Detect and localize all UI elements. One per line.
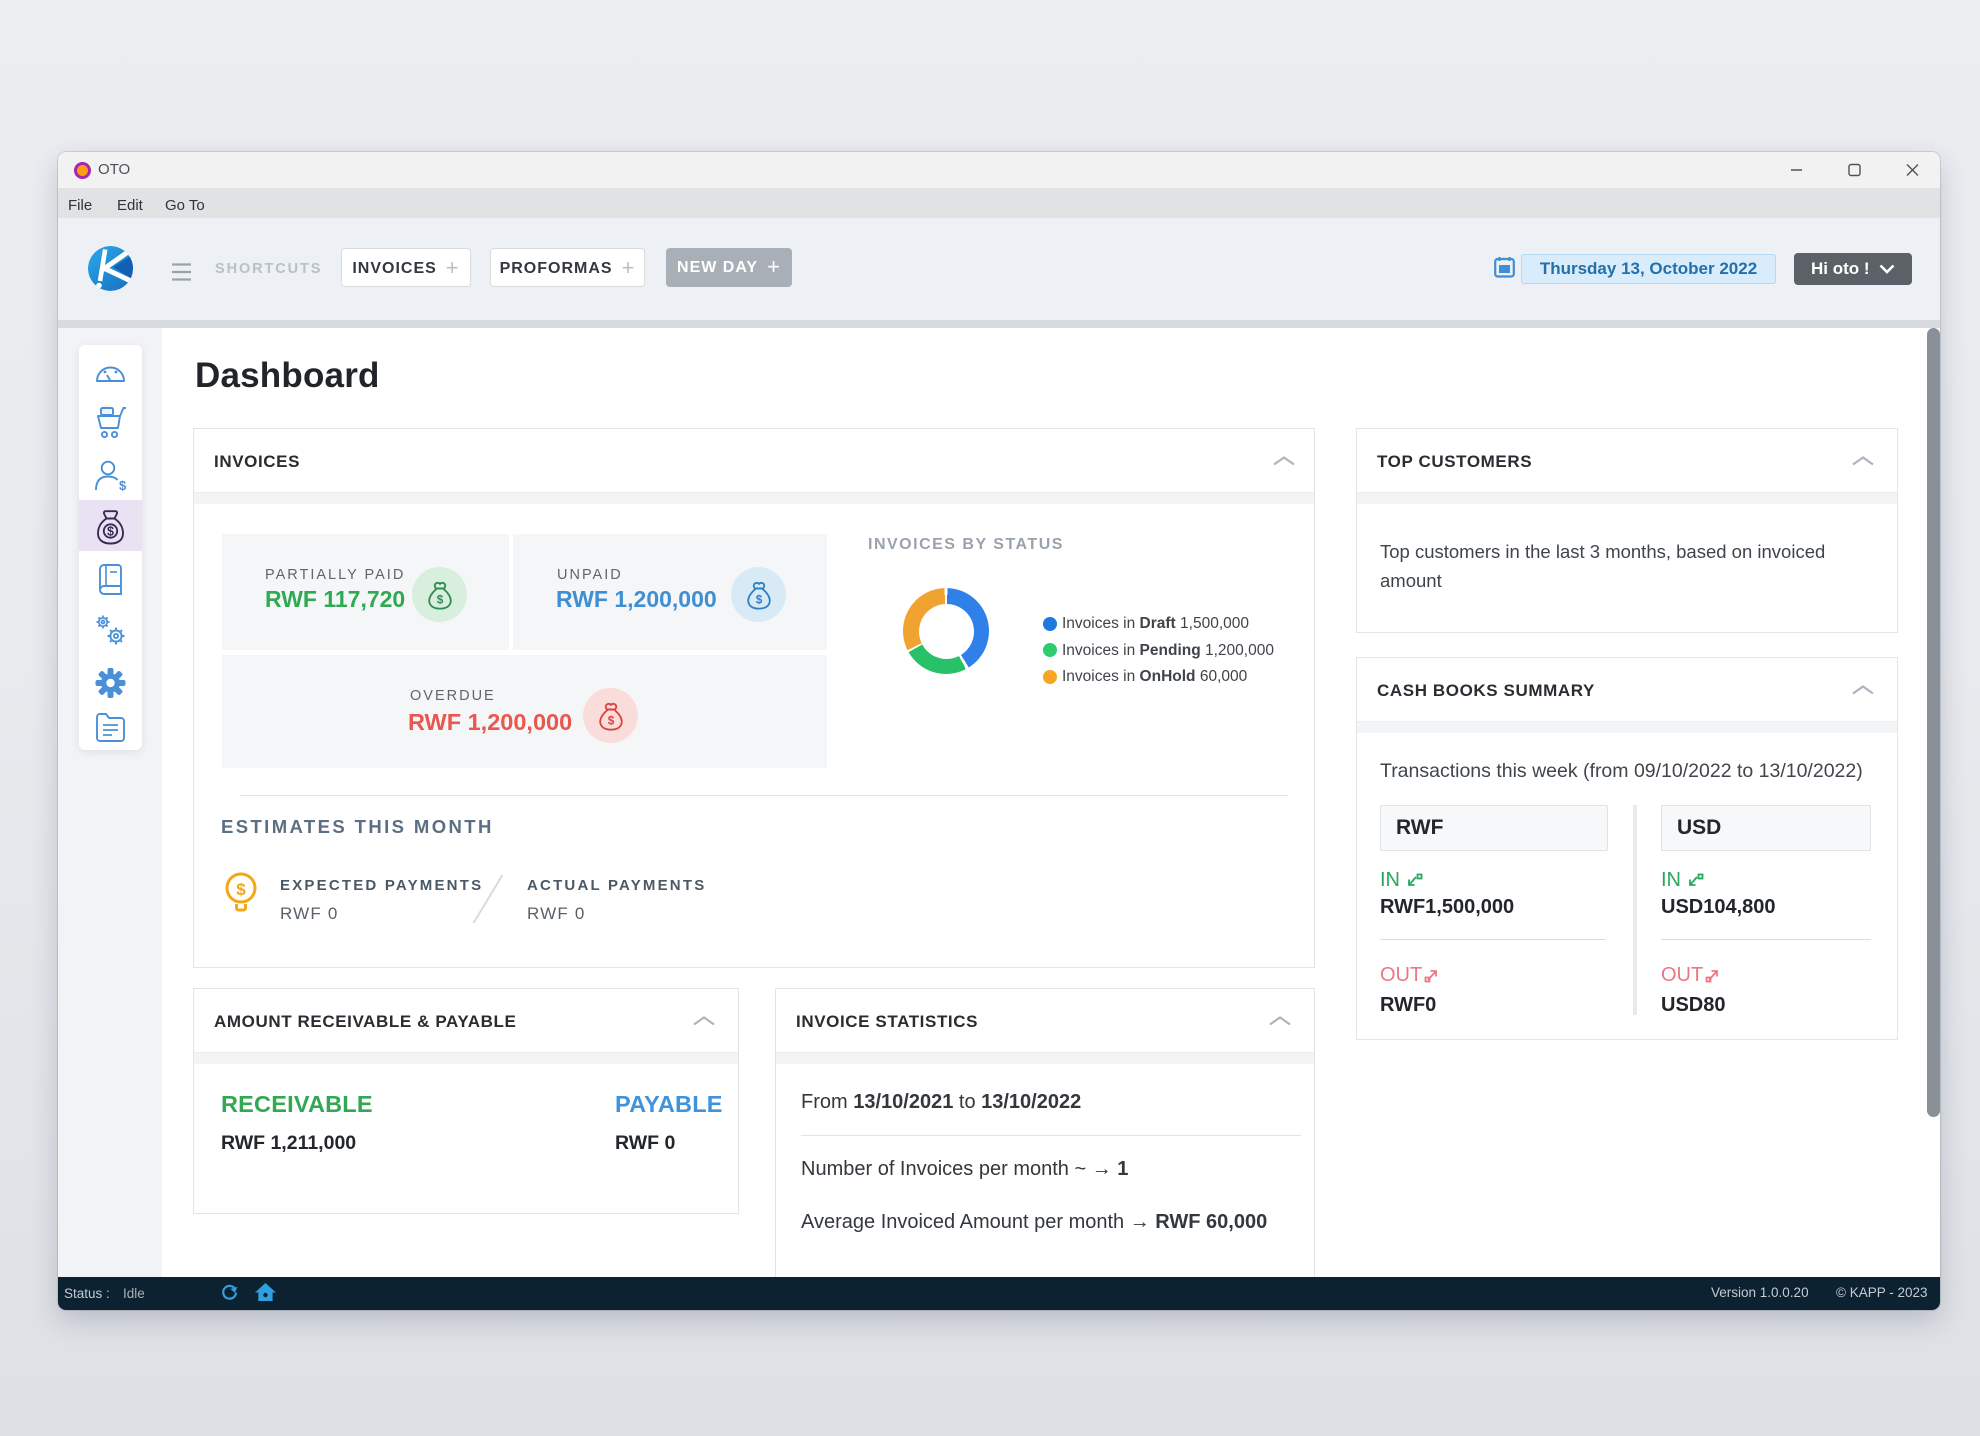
- svg-text:$: $: [236, 880, 246, 899]
- svg-text:$: $: [607, 714, 614, 727]
- svg-text:$: $: [119, 478, 127, 493]
- svg-text:$: $: [107, 525, 114, 539]
- svg-text:$: $: [436, 593, 443, 606]
- svg-text:$: $: [755, 593, 762, 606]
